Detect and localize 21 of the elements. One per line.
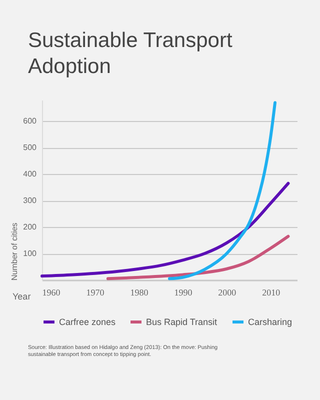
y-tick-label: 400 (23, 170, 38, 179)
y-tick-label: 300 (23, 196, 38, 206)
y-tick-label: 500 (23, 143, 38, 152)
line-series (40, 182, 290, 278)
x-axis-title: Year (12, 292, 31, 302)
line-series (106, 234, 290, 280)
legend-label: Carsharing (248, 317, 292, 327)
x-tick-label: 1980 (130, 288, 149, 298)
x-tick-label: 2000 (218, 288, 237, 298)
chart-title: Sustainable Transport Adoption (28, 28, 234, 80)
x-tick-label: 1960 (42, 288, 61, 298)
line-series (168, 101, 277, 280)
y-axis-title: Number of cities (10, 222, 20, 280)
x-tick-label: 1970 (86, 288, 105, 298)
x-tick-label: 1990 (174, 288, 193, 298)
legend-label: Carfree zones (59, 317, 116, 327)
legend-label: Bus Rapid Transit (146, 317, 218, 327)
y-tick-label: 200 (23, 222, 38, 232)
x-tick-label: 2010 (262, 288, 281, 298)
y-tick-label: 100 (23, 249, 38, 258)
y-tick-label: 600 (23, 116, 38, 126)
